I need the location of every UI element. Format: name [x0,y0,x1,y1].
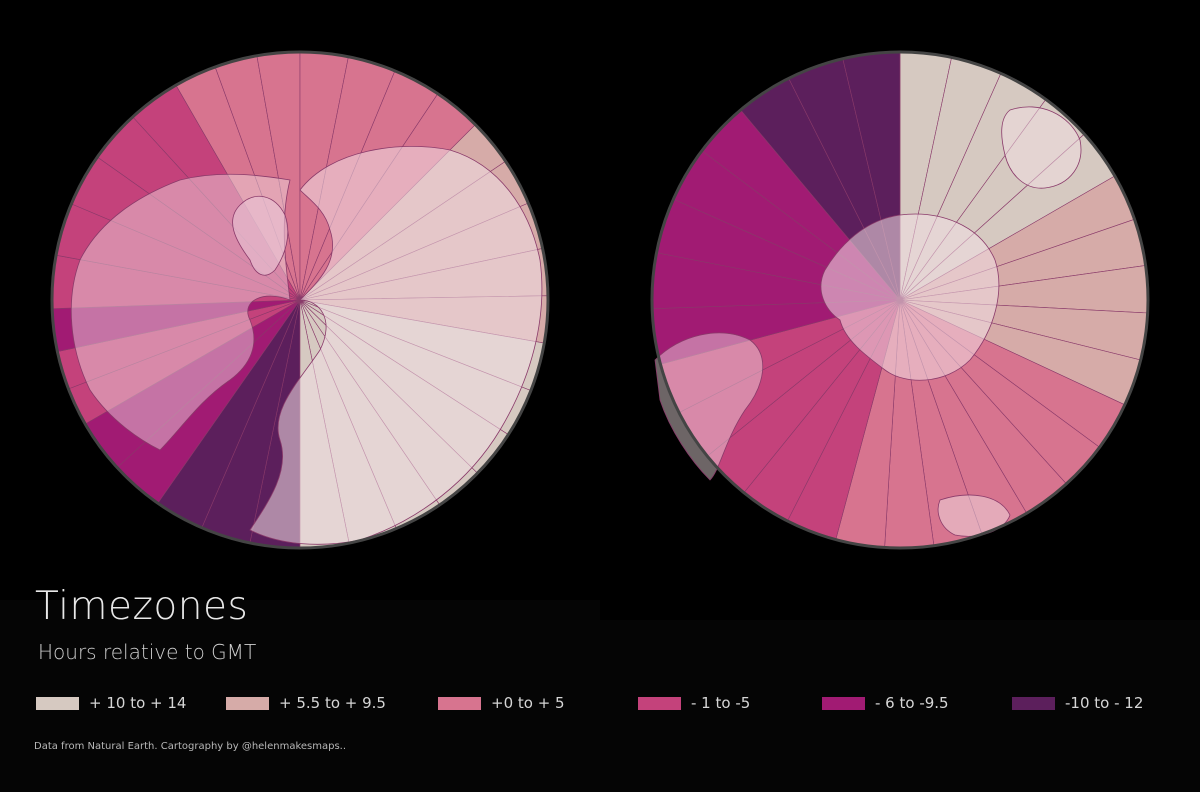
legend-item-minus-1-to-5: - 1 to -5 [638,690,750,716]
north-pole-map-panel [0,0,600,600]
australia-landmass [1001,106,1082,189]
legend-label: - 1 to -5 [691,694,751,712]
south-america-landmass [654,332,764,481]
antarctica-landmass [820,213,1000,381]
south-pole-map-panel [600,0,1200,620]
legend-label: +0 to + 5 [491,694,565,712]
legend-swatch [822,696,865,710]
south-globe-outline [650,50,1150,550]
north-pole-map [50,50,550,550]
legend: + 10 to + 14 + 5.5 to + 9.5 +0 to + 5 - … [0,690,1200,718]
north-globe-outline [50,50,550,550]
credit-text: Data from Natural Earth. Cartography by … [34,741,347,752]
legend-label: + 10 to + 14 [89,694,187,712]
map-title: Timezones [35,584,249,629]
north-landmasses [70,146,543,545]
legend-swatch [438,696,481,710]
map-subtitle: Hours relative to GMT [38,640,257,664]
legend-label: -10 to - 12 [1065,694,1144,712]
legend-item-minus-10-to-12: -10 to - 12 [1012,690,1143,716]
greenland-landmass [232,196,289,276]
legend-item-10-to-14: + 10 to + 14 [36,690,186,716]
north-america-landmass [70,173,291,451]
legend-swatch [226,696,269,710]
legend-swatch [36,696,79,710]
legend-swatch [1012,696,1055,710]
south-pole-map [650,50,1150,550]
legend-swatch [638,696,681,710]
legend-item-0-to-5: +0 to + 5 [438,690,565,716]
legend-label: - 6 to -9.5 [875,694,949,712]
legend-item-5-5-to-9-5: + 5.5 to + 9.5 [226,690,386,716]
south-landmasses [654,106,1082,537]
eurasia-landmass [249,146,543,545]
legend-item-minus-6-to-9-5: - 6 to -9.5 [822,690,949,716]
legend-label: + 5.5 to + 9.5 [279,694,386,712]
